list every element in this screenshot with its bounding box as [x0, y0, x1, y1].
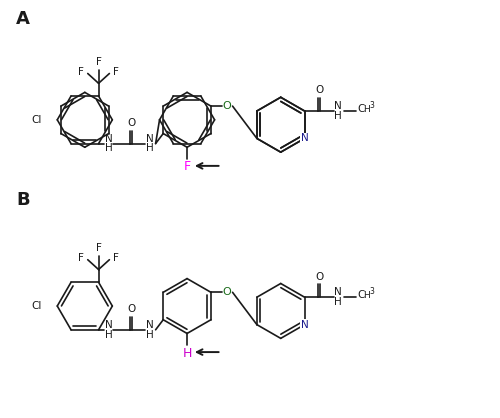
Text: H: H: [146, 143, 154, 153]
Text: N: N: [146, 320, 154, 330]
Text: O: O: [222, 101, 231, 111]
Text: F: F: [78, 253, 84, 263]
Text: H: H: [334, 111, 342, 121]
Text: H: H: [146, 330, 154, 340]
Text: H: H: [182, 347, 192, 359]
Text: 3: 3: [369, 287, 374, 296]
Text: O: O: [127, 118, 135, 128]
Text: 3: 3: [369, 101, 374, 110]
Text: N: N: [300, 320, 308, 330]
Text: N: N: [104, 320, 112, 330]
Text: F: F: [96, 57, 102, 67]
Text: F: F: [184, 161, 190, 173]
Text: H: H: [104, 143, 112, 153]
Text: F: F: [114, 253, 119, 263]
Text: N: N: [334, 287, 342, 297]
Text: O: O: [127, 304, 135, 314]
Text: O: O: [315, 272, 324, 282]
Text: O: O: [222, 287, 231, 297]
Text: C: C: [357, 104, 364, 114]
Text: N: N: [300, 133, 308, 143]
Text: A: A: [16, 10, 30, 28]
Text: O: O: [315, 85, 324, 95]
Text: F: F: [96, 243, 102, 253]
Text: N: N: [334, 101, 342, 111]
Text: C: C: [357, 290, 364, 300]
Text: B: B: [16, 191, 30, 209]
Text: F: F: [78, 66, 84, 76]
Text: N: N: [104, 134, 112, 144]
Text: H: H: [363, 104, 370, 114]
Text: Cl: Cl: [31, 301, 42, 311]
Text: H: H: [363, 291, 370, 300]
Text: H: H: [334, 297, 342, 307]
Text: F: F: [114, 66, 119, 76]
Text: H: H: [104, 330, 112, 340]
Text: N: N: [146, 134, 154, 144]
Text: Cl: Cl: [31, 115, 42, 125]
